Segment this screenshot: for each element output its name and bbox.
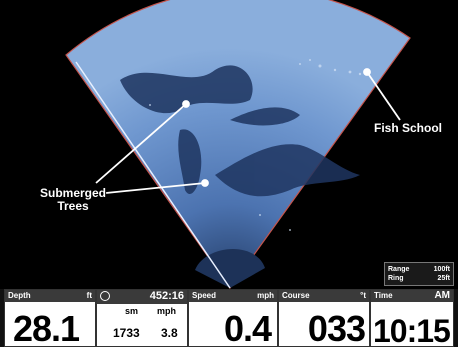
depth-value: 28.1: [13, 308, 80, 347]
ring-value: 25ft: [437, 275, 450, 282]
submerged-trees-label: Submerged Trees: [38, 187, 108, 213]
course-label: Course: [282, 291, 310, 300]
course-value: 033: [307, 308, 366, 347]
annotation-lines: [95, 68, 401, 194]
sonar-shadow: [195, 249, 265, 288]
course-cell: Course °t 033: [278, 289, 370, 347]
course-unit: °t: [360, 291, 366, 300]
depth-unit: ft: [86, 291, 92, 300]
sonar-fan: [65, 0, 411, 289]
depth-cell: Depth ft 28.1: [4, 289, 96, 347]
range-value: 100ft: [433, 266, 450, 273]
sonar-speckles: [149, 59, 362, 231]
submerged-trees-returns: [120, 65, 360, 197]
speed-label: Speed: [192, 291, 217, 300]
speed-unit: mph: [257, 291, 274, 300]
ring-label: Ring: [388, 275, 404, 282]
range-label: Range: [388, 266, 410, 273]
stopwatch-icon: [100, 291, 110, 301]
sm-value: 1733: [113, 326, 140, 340]
mph-value: 3.8: [161, 326, 178, 340]
submerged-trees-line1: Submerged: [39, 186, 106, 200]
digital-readout-panel: Depth ft 28.1 452:16 sm 1733 mph 3.8 Spee…: [0, 289, 458, 347]
timer-value: 452:16: [149, 290, 184, 302]
depth-label: Depth: [8, 291, 31, 300]
time-cell: Time AM 10:15: [370, 289, 454, 347]
time-value: 10:15: [373, 313, 451, 347]
speed-cell: Speed mph 0.4: [188, 289, 278, 347]
fan-left-edge: [75, 61, 231, 289]
time-label: Time: [374, 291, 393, 300]
mph-label: mph: [157, 306, 176, 316]
fish-school-label: Fish School: [374, 121, 443, 135]
sm-label: sm: [125, 306, 139, 316]
trip-cell: 452:16 sm 1733 mph 3.8: [96, 289, 188, 347]
range-readout: Range 100ft Ring 25ft: [384, 262, 454, 286]
submerged-trees-line2: Trees: [57, 199, 89, 213]
speed-value: 0.4: [223, 308, 272, 347]
side-imaging-sonar-view: [65, 0, 411, 289]
ampm-label: AM: [434, 290, 450, 301]
